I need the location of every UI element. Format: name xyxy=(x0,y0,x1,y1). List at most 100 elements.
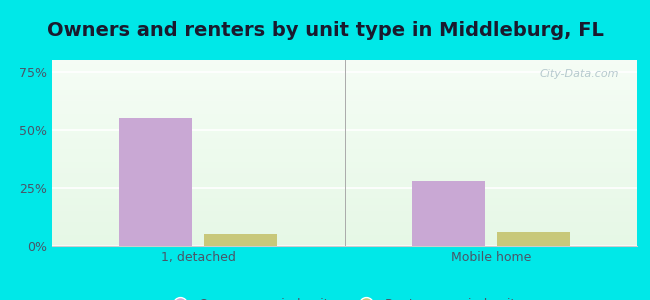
Bar xyxy=(52,237,637,239)
Bar xyxy=(52,116,637,118)
Bar xyxy=(52,140,637,142)
Bar xyxy=(52,229,637,231)
Bar xyxy=(120,118,192,246)
Bar xyxy=(52,192,637,194)
Bar xyxy=(52,103,637,105)
Bar xyxy=(52,175,637,177)
Bar xyxy=(52,201,637,203)
Bar xyxy=(52,187,637,188)
Bar xyxy=(52,68,637,69)
Bar xyxy=(52,155,637,157)
Bar xyxy=(52,212,637,214)
Bar xyxy=(52,166,637,168)
Bar xyxy=(52,214,637,216)
Bar xyxy=(52,125,637,127)
Bar xyxy=(52,188,637,190)
Bar xyxy=(52,224,637,226)
Bar xyxy=(52,231,637,233)
Bar xyxy=(52,164,637,166)
Bar xyxy=(412,181,485,246)
Bar xyxy=(52,88,637,90)
Bar xyxy=(52,92,637,94)
Bar xyxy=(52,233,637,235)
Bar xyxy=(52,190,637,192)
Bar xyxy=(52,172,637,173)
Bar xyxy=(52,129,637,131)
Bar xyxy=(52,183,637,184)
Bar xyxy=(52,69,637,71)
Bar xyxy=(52,244,637,246)
Bar xyxy=(52,60,637,62)
Bar xyxy=(52,173,637,175)
Bar xyxy=(52,138,637,140)
Bar xyxy=(52,95,637,97)
Bar xyxy=(52,114,637,116)
Bar xyxy=(52,205,637,207)
Bar xyxy=(52,112,637,114)
Bar xyxy=(52,71,637,73)
Bar xyxy=(52,218,637,220)
Legend: Owner occupied units, Renter occupied units: Owner occupied units, Renter occupied un… xyxy=(162,293,526,300)
Bar xyxy=(52,211,637,212)
Bar xyxy=(52,127,637,129)
Bar xyxy=(52,108,637,110)
Bar xyxy=(52,222,637,224)
Bar xyxy=(52,240,637,242)
Bar xyxy=(52,149,637,151)
Bar xyxy=(52,160,637,162)
Bar xyxy=(52,133,637,134)
Text: Owners and renters by unit type in Middleburg, FL: Owners and renters by unit type in Middl… xyxy=(47,21,603,40)
Bar xyxy=(52,235,637,237)
Bar xyxy=(52,123,637,125)
Bar xyxy=(52,86,637,88)
Bar xyxy=(52,77,637,79)
Bar xyxy=(52,184,637,187)
Bar xyxy=(52,194,637,196)
Bar xyxy=(52,216,637,218)
Bar xyxy=(204,234,278,246)
Bar xyxy=(52,238,637,240)
Bar xyxy=(52,134,637,136)
Bar xyxy=(52,159,637,161)
Bar xyxy=(52,84,637,86)
Bar xyxy=(52,82,637,84)
Bar xyxy=(52,73,637,75)
Bar xyxy=(52,90,637,92)
Bar xyxy=(52,157,637,159)
Bar xyxy=(52,242,637,244)
Bar xyxy=(52,196,637,198)
Bar xyxy=(52,168,637,170)
Bar xyxy=(52,105,637,106)
Bar xyxy=(52,131,637,133)
Bar xyxy=(52,209,637,211)
Bar xyxy=(52,118,637,119)
Bar xyxy=(52,181,637,183)
Bar xyxy=(52,106,637,108)
Text: City-Data.com: City-Data.com xyxy=(540,69,619,79)
Bar xyxy=(52,75,637,77)
Bar xyxy=(52,153,637,155)
Bar xyxy=(52,94,637,95)
Bar xyxy=(52,203,637,205)
Bar xyxy=(52,110,637,112)
Bar xyxy=(52,146,637,147)
Bar xyxy=(52,200,637,201)
Bar xyxy=(52,220,637,222)
Bar xyxy=(52,207,637,209)
Bar xyxy=(52,142,637,144)
Bar xyxy=(52,198,637,200)
Bar xyxy=(52,119,637,122)
Bar xyxy=(52,62,637,64)
Bar xyxy=(52,136,637,138)
Bar xyxy=(52,101,637,103)
Bar xyxy=(52,227,637,229)
Bar xyxy=(497,232,569,246)
Bar xyxy=(52,122,637,123)
Bar xyxy=(52,66,637,68)
Bar xyxy=(52,144,637,146)
Bar xyxy=(52,177,637,179)
Bar xyxy=(52,170,637,172)
Bar xyxy=(52,151,637,153)
Bar xyxy=(52,147,637,149)
Bar xyxy=(52,79,637,80)
